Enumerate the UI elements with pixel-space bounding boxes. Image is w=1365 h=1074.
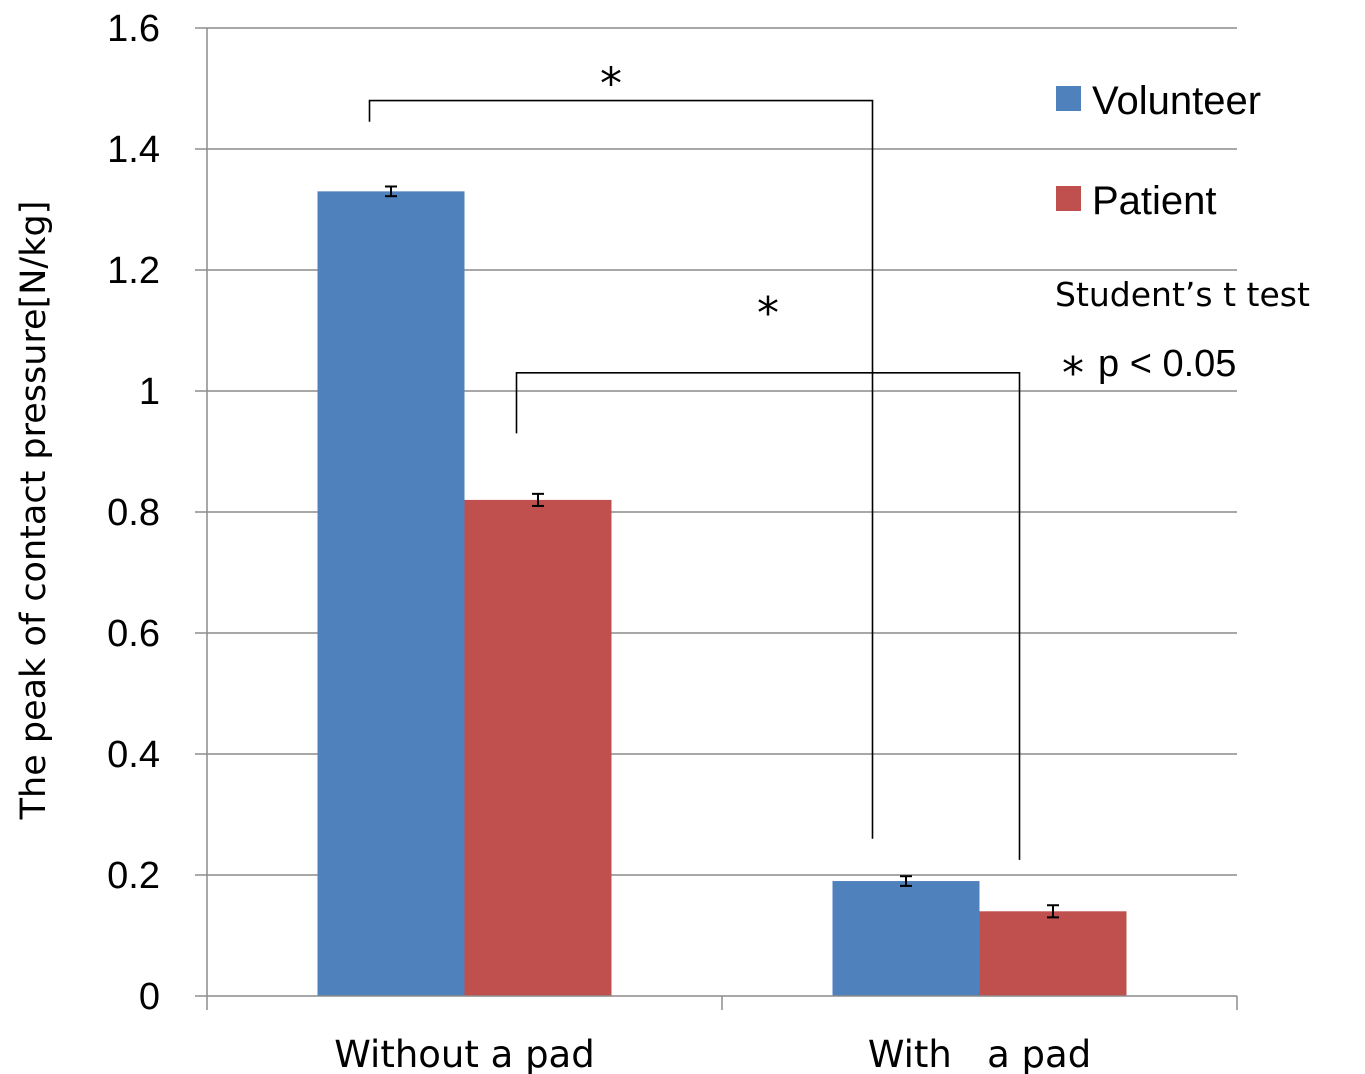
bars xyxy=(317,191,1127,997)
x-category-label: With a pad xyxy=(868,1033,1091,1074)
legend-swatch-volunteer xyxy=(1056,86,1081,111)
y-tick-label: 0.8 xyxy=(107,492,160,534)
y-tick-label: 0 xyxy=(139,976,160,1018)
y-tick-label: 1.2 xyxy=(107,250,160,292)
y-tick-label: 1.6 xyxy=(107,8,160,50)
bar-volunteer-0 xyxy=(317,191,465,997)
bar-patient-0 xyxy=(464,499,612,996)
legend-label-volunteer: Volunteer xyxy=(1092,79,1261,123)
y-tick-labels: 0 0.2 0.4 0.6 0.8 1 1.2 1.4 1.6 xyxy=(107,8,160,1018)
legend-swatch-patient xyxy=(1056,186,1081,211)
bar-volunteer-1 xyxy=(832,881,980,996)
p-note-star: * xyxy=(1062,348,1084,399)
y-tick-label: 0.4 xyxy=(107,734,160,776)
x-category-label: Without a pad xyxy=(334,1033,594,1074)
y-tick-label: 1 xyxy=(139,371,160,413)
axes xyxy=(195,27,1238,1010)
bracket-star-volunteer: * xyxy=(600,59,622,110)
test-name-note: Student’s t test xyxy=(1055,275,1310,314)
legend-label-patient: Patient xyxy=(1092,179,1217,223)
p-value-note: p < 0.05 xyxy=(1098,343,1236,385)
bracket-star-patient: * xyxy=(757,288,779,339)
error-bars xyxy=(385,185,1059,919)
bracket-patient xyxy=(515,372,1021,860)
bracket-volunteer xyxy=(368,99,874,839)
x-category-labels: Without a pad With a pad xyxy=(334,1033,1091,1074)
y-tick-label: 0.2 xyxy=(107,855,160,897)
y-tick-label: 0.6 xyxy=(107,613,160,655)
bar-patient-1 xyxy=(979,911,1127,996)
y-axis-label: The peak of contact pressure[N/kg] xyxy=(14,201,54,821)
significance-brackets: ** xyxy=(368,59,1021,860)
y-tick-label: 1.4 xyxy=(107,129,160,171)
legend: Volunteer Patient xyxy=(1056,79,1261,223)
